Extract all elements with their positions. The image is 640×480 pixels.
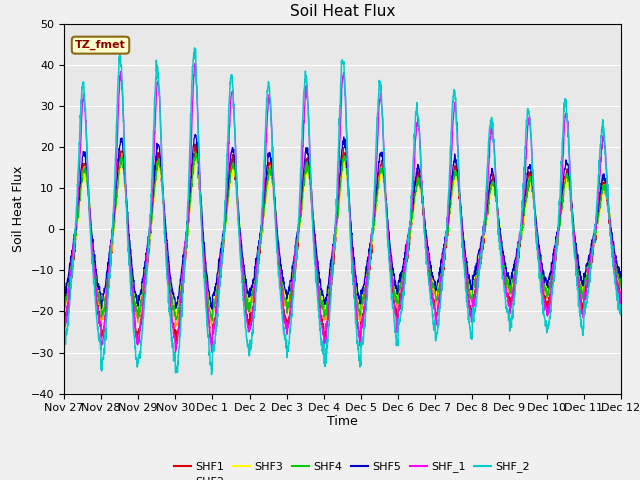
SHF1 — [172, 345, 180, 351]
SHF_2 — [371, 170, 379, 176]
SHF5 — [216, 255, 223, 261]
SHF2 — [617, 276, 625, 281]
SHF_2 — [568, 209, 576, 215]
SHF4 — [191, 149, 199, 155]
SHF4 — [584, 270, 591, 276]
Line: SHF5: SHF5 — [64, 134, 621, 309]
SHF2 — [505, 288, 513, 294]
SHF3 — [568, 204, 576, 209]
SHF5 — [208, 306, 216, 312]
Line: SHF_1: SHF_1 — [64, 64, 621, 353]
SHF3 — [359, 291, 367, 297]
SHF2 — [371, 210, 379, 216]
SHF2 — [568, 211, 576, 217]
SHF1 — [584, 284, 591, 289]
SHF2 — [118, 150, 126, 156]
SHF1 — [216, 282, 223, 288]
SHF_2 — [216, 276, 223, 282]
SHF_1 — [617, 301, 625, 307]
SHF4 — [568, 207, 576, 213]
Line: SHF2: SHF2 — [64, 153, 621, 327]
SHF4 — [60, 302, 68, 308]
SHF3 — [505, 276, 513, 281]
SHF5 — [568, 202, 576, 208]
SHF_1 — [191, 61, 198, 67]
SHF_2 — [359, 341, 367, 347]
SHF2 — [172, 324, 179, 330]
SHF5 — [617, 269, 625, 275]
SHF_1 — [216, 265, 223, 271]
SHF3 — [617, 277, 625, 283]
SHF_2 — [584, 295, 591, 301]
SHF2 — [584, 273, 591, 278]
SHF3 — [341, 154, 349, 160]
SHF2 — [60, 302, 68, 308]
SHF5 — [505, 273, 513, 279]
Text: TZ_fmet: TZ_fmet — [75, 40, 126, 50]
Line: SHF1: SHF1 — [64, 144, 621, 348]
SHF1 — [60, 318, 68, 324]
SHF1 — [359, 311, 367, 316]
SHF_2 — [617, 312, 625, 318]
SHF5 — [191, 132, 199, 137]
SHF_1 — [371, 201, 379, 207]
SHF_2 — [207, 372, 215, 377]
SHF5 — [584, 262, 591, 268]
X-axis label: Time: Time — [327, 415, 358, 428]
SHF4 — [359, 297, 367, 303]
SHF5 — [359, 289, 367, 295]
SHF4 — [371, 212, 379, 217]
SHF_2 — [505, 318, 513, 324]
Line: SHF3: SHF3 — [64, 157, 621, 318]
SHF4 — [505, 285, 513, 291]
SHF_1 — [505, 299, 513, 305]
SHF1 — [505, 296, 513, 301]
SHF5 — [60, 288, 68, 294]
SHF1 — [617, 292, 625, 298]
SHF2 — [216, 267, 223, 273]
SHF3 — [371, 208, 379, 214]
SHF3 — [216, 266, 223, 272]
SHF1 — [371, 213, 379, 218]
SHF3 — [584, 268, 591, 274]
SHF_1 — [584, 279, 591, 285]
SHF1 — [568, 207, 576, 213]
SHF4 — [208, 318, 216, 324]
Title: Soil Heat Flux: Soil Heat Flux — [290, 4, 395, 19]
SHF_1 — [359, 325, 367, 331]
SHF4 — [216, 260, 223, 266]
SHF2 — [359, 300, 367, 306]
SHF_1 — [568, 214, 576, 219]
Y-axis label: Soil Heat Flux: Soil Heat Flux — [12, 166, 25, 252]
SHF3 — [173, 315, 180, 321]
SHF_2 — [60, 339, 68, 345]
SHF_2 — [191, 45, 198, 51]
SHF5 — [371, 202, 379, 207]
Line: SHF_2: SHF_2 — [64, 48, 621, 374]
Legend: SHF1, SHF2, SHF3, SHF4, SHF5, SHF_1, SHF_2: SHF1, SHF2, SHF3, SHF4, SHF5, SHF_1, SHF… — [170, 457, 534, 480]
SHF1 — [191, 141, 199, 147]
SHF_1 — [172, 350, 179, 356]
Line: SHF4: SHF4 — [64, 152, 621, 321]
SHF3 — [60, 293, 68, 299]
SHF_1 — [60, 328, 68, 334]
SHF4 — [617, 273, 625, 278]
